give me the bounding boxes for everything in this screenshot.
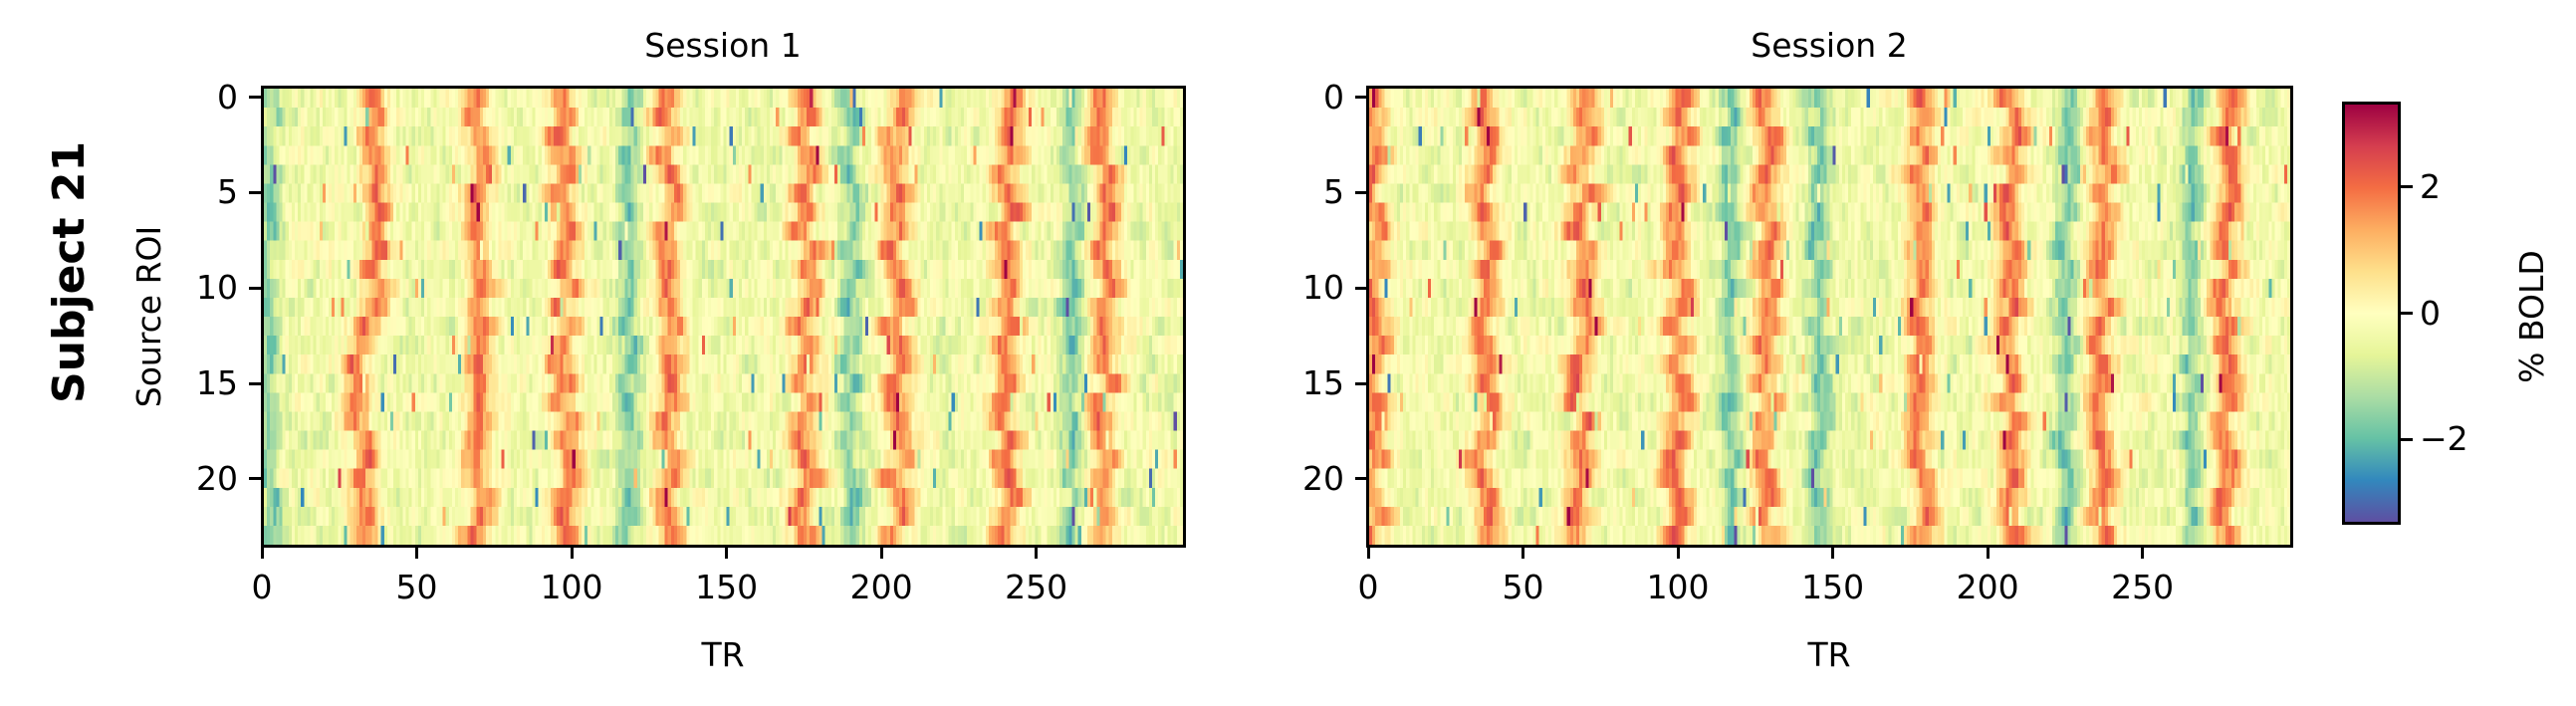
x-tick [1986,547,1990,559]
x-tick [1366,547,1370,559]
colorbar-tick [2401,312,2413,315]
colorbar-tick [2401,437,2413,441]
x-tick-label: 50 [395,568,438,606]
colorbar-tick-label: 0 [2420,293,2441,333]
x-tick [2141,547,2145,559]
y-tick [1355,190,1367,194]
subject-title: Subject 21 [44,140,95,403]
x-tick [1676,547,1680,559]
y-tick-label: 5 [217,172,238,212]
y-tick [1355,477,1367,481]
x-axis-label-session-2: TR [1807,635,1851,674]
y-tick [249,477,261,481]
colorbar-gradient [2345,105,2398,522]
x-tick [1522,547,1525,559]
x-tick-label: 250 [1005,568,1068,606]
x-tick [570,547,574,559]
y-tick-label: 10 [1302,268,1344,308]
x-tick-label: 0 [1357,568,1379,606]
y-tick [249,96,261,100]
y-tick-label: 15 [1302,363,1344,403]
colorbar-tick-label: −2 [2420,419,2468,459]
x-axis-label-session-1: TR [701,635,745,674]
x-tick-label: 150 [695,568,759,606]
y-tick [1355,286,1367,290]
x-tick [725,547,729,559]
panel-title-session-1: Session 1 [644,26,802,65]
colorbar [2342,102,2401,525]
heatmap-canvas-session-2 [1369,89,2290,545]
x-tick [260,547,264,559]
x-tick [1831,547,1835,559]
colorbar-tick-label: 2 [2420,166,2441,206]
y-tick-label: 15 [196,363,238,403]
y-tick-label: 10 [196,268,238,308]
x-tick-label: 200 [849,568,913,606]
y-tick [249,190,261,194]
x-tick [415,547,419,559]
x-tick-label: 150 [1801,568,1865,606]
heatmap-canvas-session-1 [264,89,1183,545]
y-tick [249,381,261,385]
panel-title-session-2: Session 2 [1751,26,1908,65]
x-tick-label: 0 [251,568,273,606]
x-tick-label: 100 [540,568,603,606]
y-tick [1355,381,1367,385]
x-tick-label: 200 [1956,568,2019,606]
colorbar-tick [2401,185,2413,189]
x-tick [1035,547,1039,559]
y-tick-label: 5 [1323,172,1344,212]
x-tick-label: 50 [1502,568,1544,606]
heatmap-session-2 [1366,86,2293,548]
y-tick-label: 0 [1323,77,1344,117]
y-tick-label: 20 [196,458,238,498]
y-tick-label: 0 [217,77,238,117]
x-tick-label: 250 [2111,568,2175,606]
x-tick [879,547,883,559]
y-tick-label: 20 [1302,458,1344,498]
heatmap-session-1 [261,86,1186,548]
x-tick-label: 100 [1646,568,1710,606]
colorbar-label: % BOLD [2512,250,2551,383]
y-tick [1355,96,1367,100]
y-tick [249,286,261,290]
